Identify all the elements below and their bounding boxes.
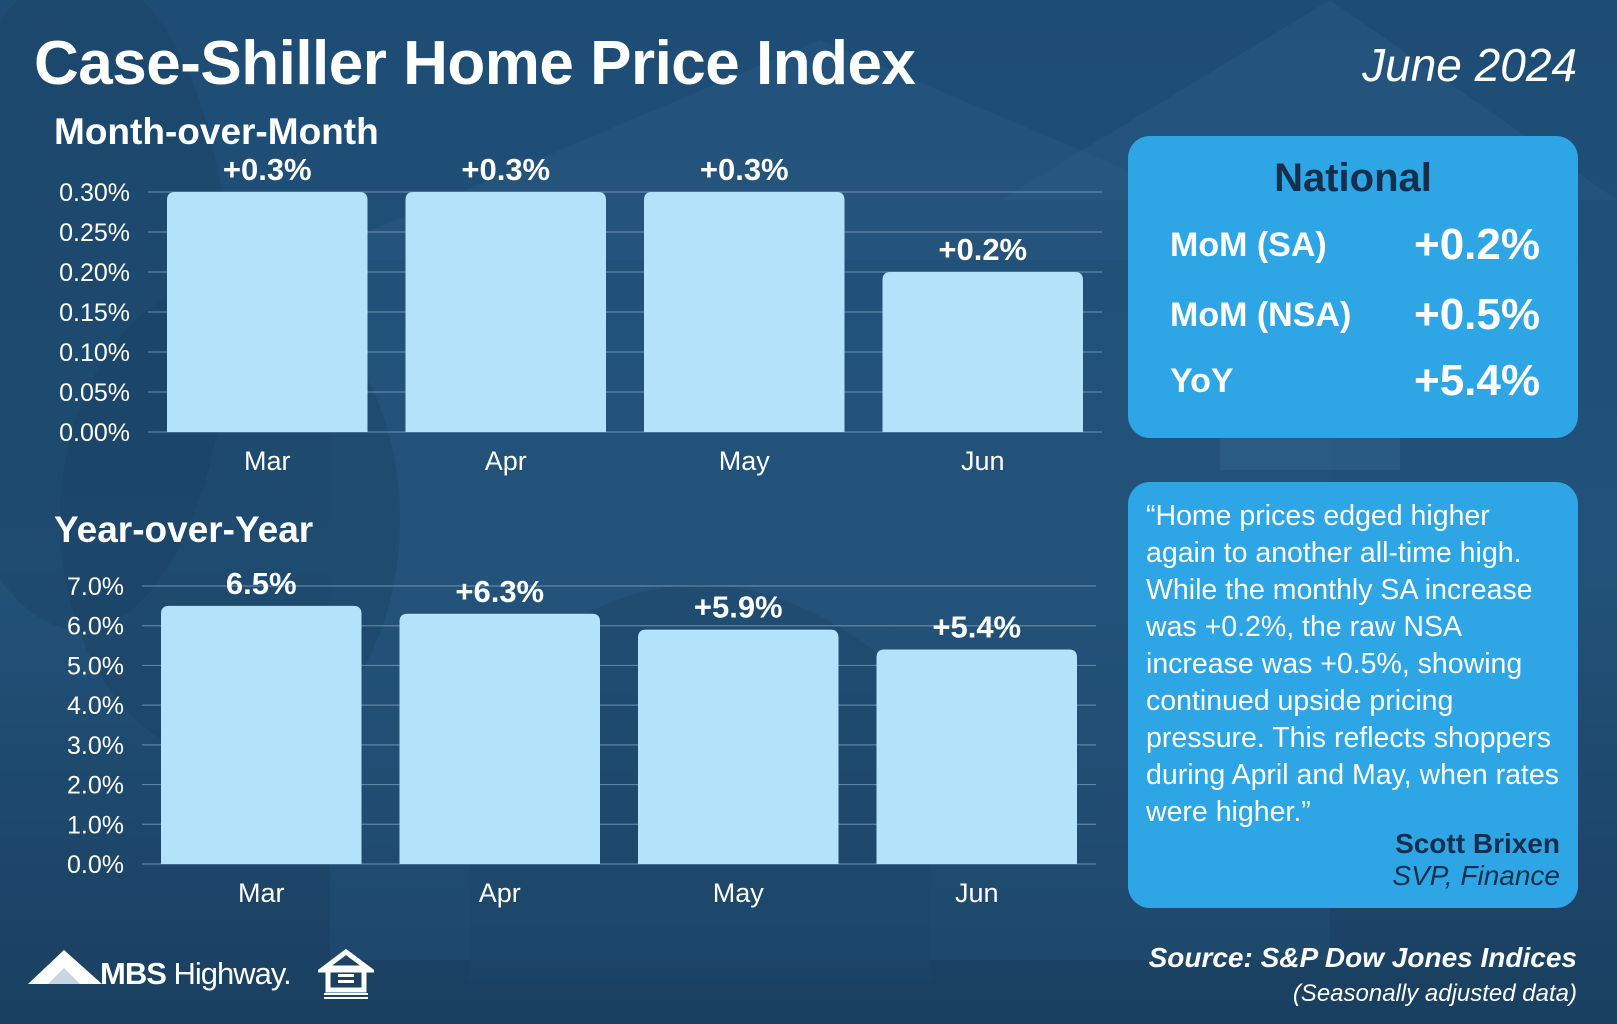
stat-value-mom-nsa: +0.5%: [1414, 290, 1540, 339]
bar: [644, 192, 845, 432]
bar: [167, 192, 368, 432]
yoy-bar-chart: Year-over-Year 0.0% 1.0% 2.0% 3.0% 4.0% 5.0% 6.…: [54, 509, 1096, 908]
bar: [405, 192, 606, 432]
stat-label-mom-nsa: MoM (NSA): [1170, 296, 1352, 334]
y-tick-label: 0.15%: [59, 299, 130, 327]
x-category-label: Apr: [485, 446, 527, 476]
y-tick-label: 0.0%: [67, 851, 124, 879]
x-category-label: Jun: [955, 878, 999, 908]
x-category-label: May: [713, 878, 765, 908]
x-category-label: Mar: [244, 446, 291, 476]
y-tick-label: 6.0%: [67, 613, 124, 641]
quote-text: “Home prices edged higher again to anoth…: [1146, 500, 1559, 828]
data-label: +0.2%: [938, 232, 1027, 267]
stat-label-mom-sa: MoM (SA): [1170, 226, 1327, 264]
brand-name-bold: MBS: [100, 956, 167, 991]
chart-title: Year-over-Year: [54, 509, 313, 550]
x-category-label: Apr: [479, 878, 521, 908]
bar: [161, 605, 362, 864]
brand-name: MBS Highway.: [100, 956, 292, 992]
y-tick-label: 1.0%: [67, 811, 124, 839]
y-tick-label: 2.0%: [67, 772, 124, 800]
x-category-label: May: [719, 446, 771, 476]
data-label: +0.3%: [461, 152, 550, 187]
stat-value-mom-sa: +0.2%: [1414, 220, 1540, 269]
national-summary-panel: National MoM (SA) +0.2% MoM (NSA) +0.5% …: [1128, 136, 1578, 438]
y-tick-label: 0.10%: [59, 339, 130, 367]
y-tick-label: 0.20%: [59, 259, 130, 287]
stat-label-yoy: YoY: [1170, 362, 1234, 400]
chart-title: Month-over-Month: [54, 111, 379, 152]
seasonal-note: (Seasonally adjusted data): [1292, 980, 1577, 1007]
bar: [876, 649, 1077, 864]
source-credit: Source: S&P Dow Jones Indices: [1148, 942, 1577, 973]
bar: [882, 272, 1083, 432]
mountain-logo-icon: [28, 950, 102, 984]
equal-housing-opportunity-icon: [318, 948, 374, 999]
quote-role: SVP, Finance: [1392, 860, 1560, 891]
bar: [638, 629, 839, 864]
quote-author: Scott Brixen: [1395, 828, 1560, 859]
report-date: June 2024: [1362, 39, 1577, 91]
brand-name-rest: Highway.: [165, 956, 292, 991]
data-label: +5.4%: [932, 610, 1021, 645]
y-tick-label: 0.30%: [59, 179, 130, 207]
y-tick-label: 5.0%: [67, 652, 124, 680]
mom-bar-chart: Month-over-Month 0.00% 0.05% 0.10% 0.15% 0.20…: [54, 111, 1102, 476]
y-tick-label: 3.0%: [67, 732, 124, 760]
y-tick-label: 0.25%: [59, 219, 130, 247]
page-title: Case-Shiller Home Price Index: [34, 29, 916, 98]
data-label: 6.5%: [226, 566, 297, 601]
bar: [399, 613, 600, 864]
x-category-label: Jun: [961, 446, 1005, 476]
national-title: National: [1274, 156, 1432, 200]
data-label: +0.3%: [223, 152, 312, 187]
stat-value-yoy: +5.4%: [1414, 356, 1540, 405]
y-tick-label: 0.05%: [59, 379, 130, 407]
quote-panel: “Home prices edged higher again to anoth…: [1128, 482, 1578, 908]
y-tick-label: 0.00%: [59, 419, 130, 447]
y-tick-label: 4.0%: [67, 692, 124, 720]
y-tick-label: 7.0%: [67, 573, 124, 601]
data-label: +0.3%: [700, 152, 789, 187]
data-label: +6.3%: [455, 574, 544, 609]
x-category-label: Mar: [238, 878, 285, 908]
data-label: +5.9%: [694, 590, 783, 625]
